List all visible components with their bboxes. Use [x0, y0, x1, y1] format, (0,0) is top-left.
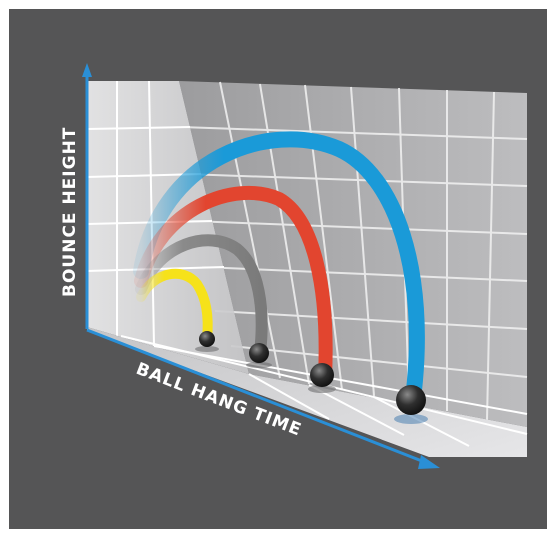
yellow-arc — [136, 268, 213, 344]
ball-shadow — [246, 362, 272, 368]
blue-arc — [133, 131, 425, 407]
y-axis-arrow — [82, 63, 92, 329]
y-axis-label: BOUNCE HEIGHT — [60, 127, 80, 297]
ball-shadow — [394, 414, 428, 424]
yellow-ball — [199, 331, 215, 347]
red-ball — [310, 363, 334, 387]
gray-arc — [135, 234, 268, 359]
x-axis-arrow — [86, 328, 440, 469]
blue-ball — [396, 385, 426, 415]
ball-shadow — [308, 385, 336, 393]
ball-shadow — [195, 346, 219, 352]
floor — [87, 327, 527, 457]
bounce-diagram: BOUNCE HEIGHT BALL HANG TIME — [60, 63, 528, 469]
illustration-frame: BOUNCE HEIGHT BALL HANG TIME — [9, 9, 547, 529]
gray-ball — [249, 343, 269, 363]
red-arc — [134, 185, 333, 384]
